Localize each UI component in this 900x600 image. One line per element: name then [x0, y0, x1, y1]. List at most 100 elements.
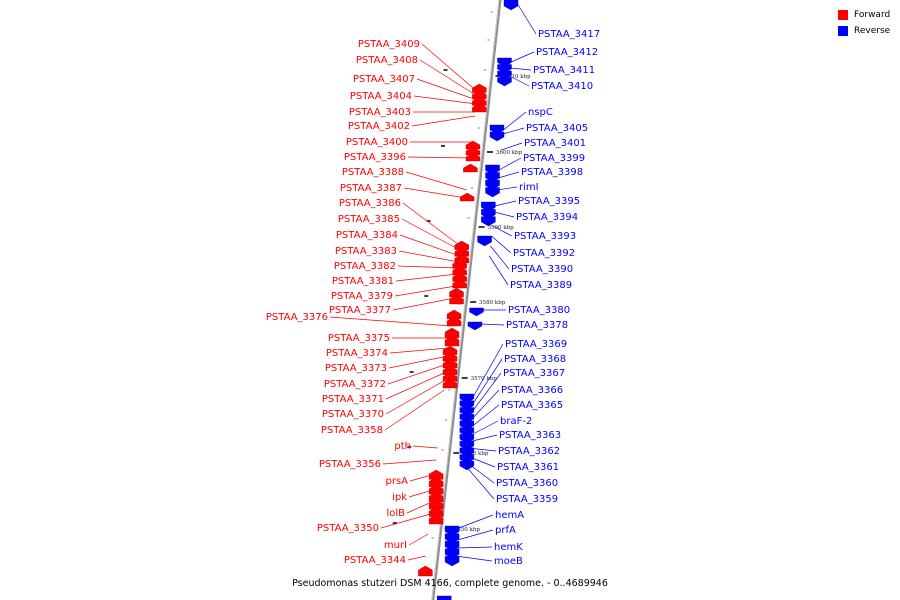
reverse-leader-line — [489, 255, 509, 286]
reverse-gene-arrow — [497, 77, 512, 87]
forward-leader-line — [401, 218, 461, 251]
forward-gene-label: lolB — [386, 508, 405, 519]
kbp-tick-label: 3580 kbp — [479, 300, 506, 306]
forward-leader-line — [416, 78, 477, 101]
forward-leader-line — [421, 43, 478, 93]
reverse-leader-line — [496, 186, 518, 191]
reverse-gene-label: PSTAA_3389 — [510, 280, 572, 291]
reverse-leader-line — [498, 157, 522, 171]
forward-leader-line — [329, 316, 452, 327]
forward-leader-line — [380, 513, 431, 529]
forward-gene-arrow — [446, 309, 462, 320]
forward-gene-label: PSTAA_3384 — [336, 230, 398, 241]
reverse-leader-line — [517, 3, 537, 35]
reverse-gene-label: PSTAA_3367 — [503, 368, 565, 379]
reverse-leader-line — [473, 343, 504, 397]
reverse-leader-line — [491, 235, 512, 254]
forward-leader-line — [384, 389, 445, 431]
forward-gene-arrow — [442, 352, 458, 362]
forward-gene-label: PSTAA_3377 — [329, 305, 391, 316]
forward-gene-label: PSTAA_3400 — [346, 137, 408, 148]
forward-leader-line — [397, 265, 458, 269]
forward-leader-line — [382, 459, 437, 465]
forward-gene-label: PSTAA_3388 — [342, 167, 404, 178]
reverse-gene-arrow — [459, 461, 475, 471]
forward-gene-arrow — [444, 335, 460, 347]
forward-gene-arrow — [459, 192, 475, 202]
reverse-gene-label: braF-2 — [500, 416, 532, 427]
forward-gene-arrow — [428, 506, 444, 517]
forward-leader-line — [407, 555, 426, 561]
forward-gene-arrow — [452, 266, 467, 276]
reverse-leader-line — [466, 461, 495, 484]
forward-leader-line — [389, 347, 450, 354]
forward-gene-label: PSTAA_3403 — [349, 107, 411, 118]
reverse-gene-label: PSTAA_3411 — [533, 65, 595, 76]
genome-axis — [431, 0, 502, 600]
forward-gene-arrow — [454, 240, 469, 250]
reverse-leader-line — [466, 455, 496, 468]
reverse-gene-label: PSTAA_3378 — [506, 320, 568, 331]
reverse-gene-label: PSTAA_3359 — [496, 494, 558, 505]
forward-leader-line — [407, 156, 471, 159]
forward-leader-line — [405, 171, 467, 191]
kbp-tick-label: 3550 kbp — [454, 527, 481, 533]
reverse-leader-line — [468, 434, 498, 443]
forward-gene-arrow — [472, 103, 487, 113]
forward-gene-label: PSTAA_3383 — [335, 246, 397, 257]
forward-leader-line — [406, 501, 432, 514]
forward-gene-label: PSTAA_3382 — [334, 261, 396, 272]
reverse-leader-line — [456, 546, 493, 549]
kbp-tick-label: 3590 kbp — [488, 225, 515, 231]
reverse-leader-line — [502, 127, 525, 135]
reverse-gene-label: PSTAA_3390 — [511, 264, 573, 275]
reverse-leader-line — [494, 211, 515, 218]
legend-forward-swatch — [838, 10, 848, 20]
forward-leader-line — [419, 59, 478, 97]
reverse-gene-arrow — [437, 595, 452, 600]
forward-gene-arrow — [428, 477, 444, 488]
legend-reverse: Reverse — [838, 25, 890, 37]
reverse-gene-label: PSTAA_3363 — [499, 430, 561, 441]
forward-gene-label: PSTAA_3396 — [344, 152, 406, 163]
forward-gene-arrow — [442, 359, 458, 369]
reverse-leader-line — [465, 465, 495, 500]
reverse-gene-label: PSTAA_3405 — [526, 123, 588, 134]
forward-gene-arrow — [449, 287, 464, 298]
reverse-gene-label: PSTAA_3361 — [497, 462, 559, 473]
forward-leader-line — [392, 297, 455, 311]
forward-gene-label: PSTAA_3374 — [326, 348, 388, 359]
reverse-leader-line — [490, 245, 510, 270]
reverse-gene-arrow — [481, 216, 496, 227]
forward-gene-label: PSTAA_3356 — [319, 459, 381, 470]
forward-leader-line — [385, 379, 446, 415]
reverse-gene-label: rimI — [519, 182, 539, 193]
reverse-gene-label: PSTAA_3417 — [538, 29, 600, 40]
reverse-leader-line — [509, 75, 530, 87]
forward-gene-label: PSTAA_3407 — [353, 74, 415, 85]
reverse-gene-label: hemA — [495, 510, 524, 521]
legend-forward-label: Forward — [854, 10, 891, 20]
reverse-leader-line — [458, 514, 494, 529]
forward-leader-line — [385, 371, 447, 400]
forward-gene-arrow — [428, 469, 444, 480]
forward-gene-label: PSTAA_3385 — [338, 214, 400, 225]
forward-gene-arrow — [428, 484, 444, 495]
reverse-gene-label: moeB — [494, 556, 523, 567]
forward-gene-arrow — [418, 565, 433, 577]
reverse-leader-line — [510, 51, 535, 63]
reverse-gene-label: hemK — [494, 542, 523, 553]
reverse-leader-line — [501, 142, 523, 151]
forward-gene-label: PSTAA_3372 — [324, 379, 386, 390]
forward-gene-arrow — [472, 90, 487, 100]
forward-gene-label: PSTAA_3386 — [339, 198, 401, 209]
reverse-gene-label: PSTAA_3399 — [523, 153, 585, 164]
reverse-gene-arrow — [467, 321, 483, 331]
reverse-leader-line — [494, 200, 517, 207]
forward-leader-line — [387, 363, 448, 385]
reverse-gene-arrow — [503, 0, 519, 11]
kbp-tick-label: 3610 kbp — [504, 74, 531, 80]
reverse-gene-label: PSTAA_3395 — [518, 196, 580, 207]
reverse-leader-line — [470, 389, 500, 421]
